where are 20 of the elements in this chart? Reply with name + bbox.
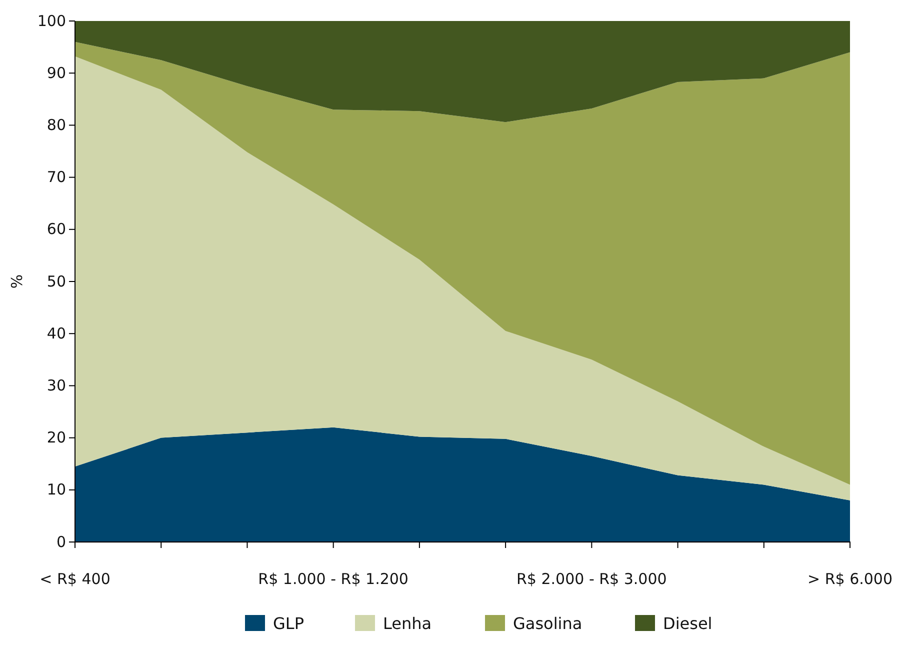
legend-label: Gasolina — [513, 614, 582, 633]
legend-label: Lenha — [383, 614, 432, 633]
legend-label: GLP — [273, 614, 304, 633]
legend-label: Diesel — [663, 614, 712, 633]
y-tick-label: 40 — [46, 324, 66, 342]
y-tick-label: 100 — [37, 12, 66, 30]
x-tick-label: > R$ 6.000 — [807, 570, 893, 588]
y-tick-label: 10 — [46, 480, 66, 499]
y-tick-label: 90 — [46, 64, 66, 82]
y-tick-label: 50 — [46, 272, 66, 290]
y-tick-label: 20 — [46, 428, 66, 447]
x-tick-label: R$ 2.000 - R$ 3.000 — [516, 570, 667, 588]
y-tick-label: 30 — [46, 376, 66, 394]
y-axis-title: % — [8, 274, 26, 289]
y-tick-label: 80 — [46, 116, 66, 134]
y-tick-label: 0 — [56, 532, 66, 551]
x-tick-label: < R$ 400 — [40, 570, 110, 588]
y-tick-label: 70 — [46, 168, 66, 186]
y-tick-label: 60 — [46, 220, 66, 238]
x-tick-label: R$ 1.000 - R$ 1.200 — [258, 570, 408, 588]
